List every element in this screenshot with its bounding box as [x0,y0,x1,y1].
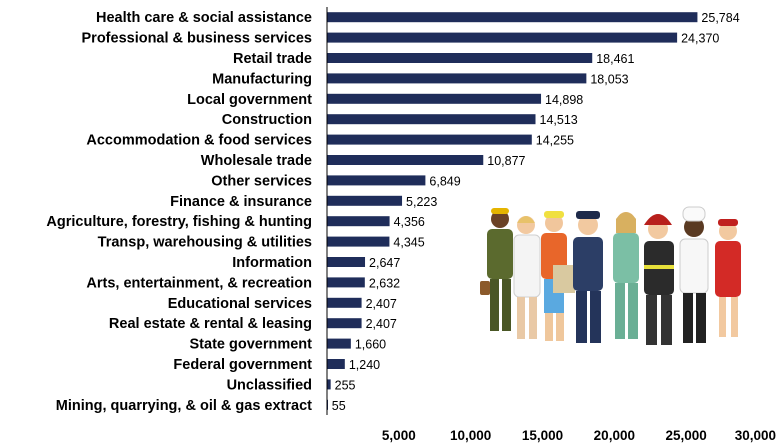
category-label: State government [190,337,313,353]
x-tick-labels-group: 5,000 10,000 15,000 20,000 25,000 30,000 [382,428,776,443]
x-tick-label: 15,000 [522,428,563,443]
child-figure [613,212,639,339]
x-tick-label: 10,000 [450,428,491,443]
category-label: Wholesale trade [201,153,312,169]
category-label: Real estate & rental & leasing [109,316,312,332]
value-label: 18,053 [590,72,628,86]
category-label: Accommodation & food services [86,133,312,149]
bar [327,297,362,308]
value-label: 2,407 [366,317,397,331]
bar [327,155,484,165]
category-label: Other services [211,173,312,189]
bar [327,32,678,43]
bars-group [327,12,698,410]
bar [327,12,698,23]
bar [327,236,390,247]
x-tick-label: 30,000 [735,428,776,443]
category-labels-group: Health care & social assistance Professio… [46,10,312,414]
value-label: 2,407 [366,297,397,311]
category-label: Agriculture, forestry, fishing & hunting [46,214,312,230]
category-label: Arts, entertainment, & recreation [86,275,312,291]
bar [327,257,366,267]
bar [327,216,390,227]
children-in-uniforms-illustration [480,206,741,345]
category-label: Mining, quarrying, & oil & gas extract [56,398,312,414]
value-labels-group: 25,784 24,370 18,461 18,053 14,898 14,513 14,2… [332,11,740,413]
category-label: Construction [222,112,312,128]
bar [327,338,351,349]
value-label: 14,255 [536,134,574,148]
child-figure [541,211,575,341]
value-label: 55 [332,399,346,413]
value-label: 14,513 [540,113,578,127]
category-label: Retail trade [233,51,312,67]
category-label: Manufacturing [212,71,312,87]
bar [327,195,403,206]
category-label: Transp, warehousing & utilities [98,235,312,251]
value-label: 4,356 [394,215,425,229]
bar [327,114,536,125]
value-label: 6,849 [429,174,460,188]
value-label: 14,898 [545,93,583,107]
child-figure [573,211,603,343]
bar [327,53,593,63]
value-label: 1,660 [355,338,386,352]
category-label: Educational services [168,296,312,312]
category-label: Federal government [173,357,312,373]
value-label: 2,632 [369,276,400,290]
value-label: 25,784 [701,11,739,25]
category-label: Local government [187,92,312,108]
category-label: Information [232,255,312,271]
bar [327,134,532,145]
child-figure [715,219,741,337]
x-tick-label: 20,000 [594,428,635,443]
child-figure [480,208,513,331]
x-tick-label: 5,000 [382,428,416,443]
bar [327,93,542,104]
value-label: 255 [335,378,356,392]
value-label: 24,370 [681,32,719,46]
category-label: Professional & business services [82,31,313,47]
child-figure [644,214,674,345]
bar [327,318,362,329]
bar [327,359,345,369]
bar [327,73,587,84]
value-label: 10,877 [487,154,525,168]
value-label: 2,647 [369,256,400,270]
bar [327,175,426,186]
bar [327,277,365,288]
value-label: 18,461 [596,52,634,66]
category-label: Finance & insurance [170,194,312,210]
category-label: Unclassified [227,377,312,393]
value-label: 1,240 [349,358,380,372]
bar [327,379,331,390]
category-label: Health care & social assistance [96,10,312,26]
child-figure [513,216,541,339]
value-label: 4,345 [393,236,424,250]
value-label: 5,223 [406,195,437,209]
child-figure [679,206,709,343]
x-tick-label: 25,000 [666,428,707,443]
